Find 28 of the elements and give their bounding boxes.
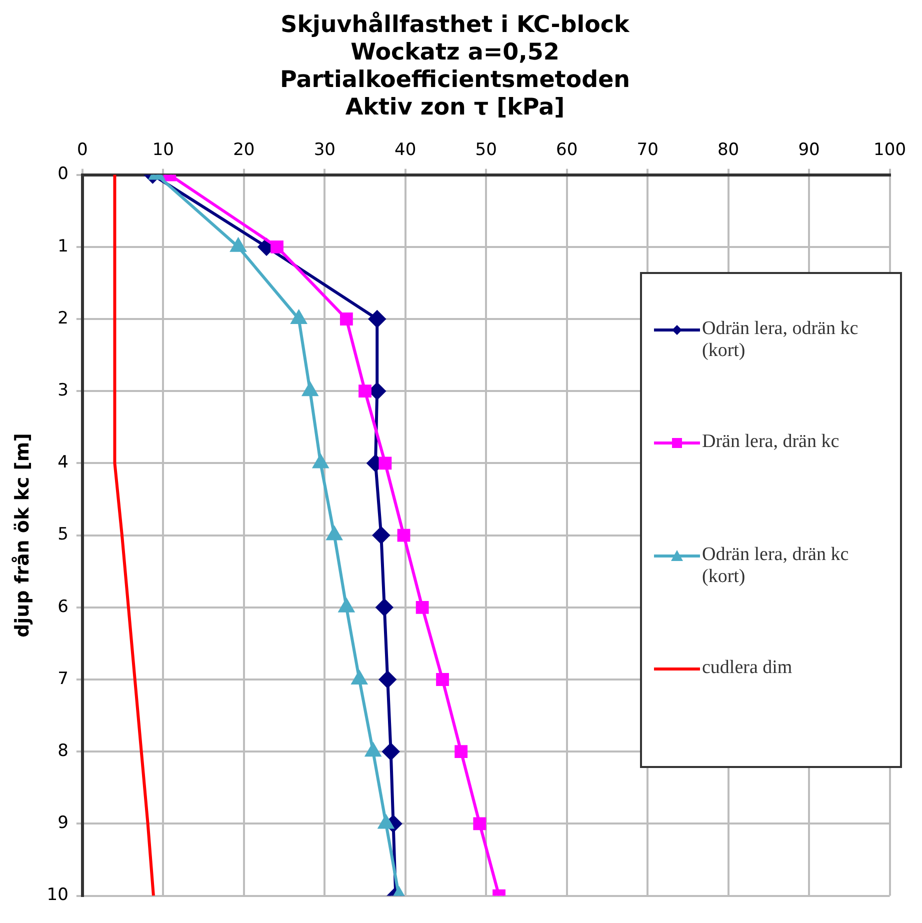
chart-title: Skjuvhållfasthet i KC-block Wockatz a=0,52 Partialkoefficientsmetoden Aktiv zon τ [kPa] [280, 10, 630, 121]
y-tick-label: 1 [58, 236, 68, 256]
x-tick-label: 20 [233, 140, 255, 160]
x-tick-label: 0 [77, 140, 88, 160]
y-tick-label: 5 [58, 524, 68, 545]
y-tick-label: 4 [58, 452, 68, 473]
y-tick-label: 0 [58, 164, 68, 184]
y-axis-title: djup från ök kc [m] [11, 433, 34, 638]
legend-label: Odrän lera, odrän kc (kort) [702, 318, 860, 362]
x-tick-label: 50 [475, 140, 497, 160]
y-tick-label: 6 [58, 596, 68, 617]
y-tick-label: 10 [46, 885, 68, 906]
y-tick-label: 9 [58, 813, 68, 834]
x-tick-label: 10 [152, 140, 174, 160]
x-tick-label: 90 [798, 140, 820, 160]
legend-label: Drän lera, drän kc [702, 430, 840, 452]
x-tick-label: 30 [314, 140, 336, 160]
y-tick-label: 7 [58, 668, 68, 689]
x-tick-label: 100 [874, 140, 906, 160]
y-tick-label: 3 [58, 380, 68, 401]
y-tick-label: 8 [58, 741, 68, 762]
x-tick-label: 40 [394, 140, 416, 160]
x-tick-label: 60 [556, 140, 578, 160]
x-tick-label: 80 [717, 140, 740, 160]
legend-label: cudlera dim [702, 656, 792, 678]
x-tick-label: 70 [636, 140, 658, 160]
y-tick-label: 2 [58, 308, 68, 328]
legend-label: Odrän lera, drän kc (kort) [702, 544, 850, 588]
